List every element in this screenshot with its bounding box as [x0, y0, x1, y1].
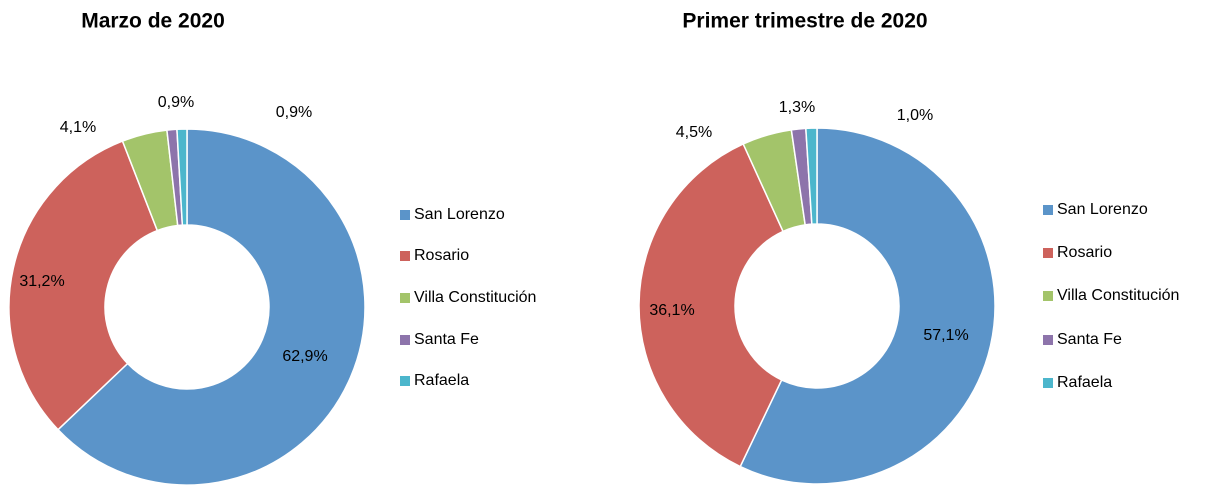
legend-label: Rafaela — [414, 372, 469, 389]
donut-slice — [638, 143, 785, 468]
legend-label: Villa Constitución — [414, 289, 536, 306]
donut-slice — [8, 140, 159, 431]
legend-label: Villa Constitución — [1057, 287, 1179, 304]
donut-slice — [56, 128, 366, 486]
legend-swatch — [400, 293, 410, 303]
donut-slice — [805, 127, 818, 225]
chart-title: Primer trimestre de 2020 — [682, 10, 927, 33]
data-label: 0,9% — [158, 94, 194, 111]
legend-swatch — [1043, 291, 1053, 301]
donut-slice — [739, 127, 996, 485]
legend-swatch — [400, 251, 410, 261]
legend-label: Santa Fe — [1057, 331, 1122, 348]
legend-label: San Lorenzo — [414, 206, 505, 223]
legend-swatch — [1043, 335, 1053, 345]
data-label: 36,1% — [649, 302, 694, 319]
data-label: 62,9% — [282, 348, 327, 365]
data-label: 57,1% — [923, 327, 968, 344]
data-label: 31,2% — [19, 273, 64, 290]
data-label: 1,0% — [897, 107, 933, 124]
legend-label: Santa Fe — [414, 331, 479, 348]
chart-title: Marzo de 2020 — [81, 10, 225, 33]
legend-label: Rosario — [1057, 244, 1112, 261]
legend-swatch — [1043, 248, 1053, 258]
donut-slice — [176, 128, 188, 226]
legend-swatch — [400, 210, 410, 220]
data-label: 4,1% — [60, 119, 96, 136]
data-label: 0,9% — [276, 104, 312, 121]
data-label: 4,5% — [676, 124, 712, 141]
data-label: 1,3% — [779, 99, 815, 116]
legend-label: Rafaela — [1057, 374, 1112, 391]
legend-swatch — [1043, 205, 1053, 215]
legend-label: Rosario — [414, 247, 469, 264]
legend-label: San Lorenzo — [1057, 201, 1148, 218]
legend-swatch — [1043, 378, 1053, 388]
legend-swatch — [400, 335, 410, 345]
legend-swatch — [400, 376, 410, 386]
